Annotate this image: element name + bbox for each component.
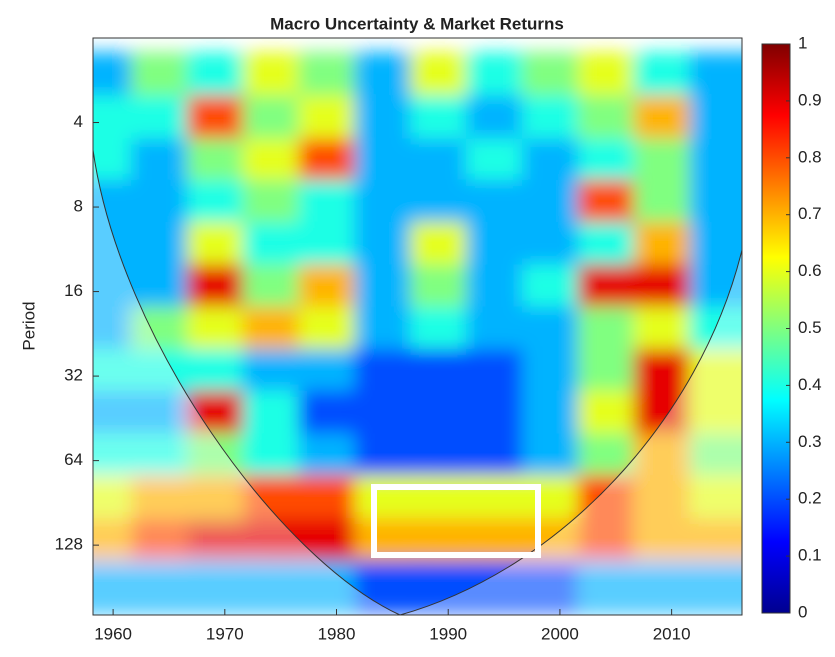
x-tick-label: 1970 [206,624,244,643]
x-tick-label: 1980 [318,624,356,643]
colorbar-tick-label: 1 [798,33,807,52]
y-tick-label: 8 [74,197,83,216]
colorbar-tick-label: 0.8 [798,147,822,166]
colorbar [761,43,791,614]
colorbar-tick-label: 0.2 [798,489,822,508]
heatmap [93,51,742,615]
colorbar-tick-label: 0.6 [798,261,822,280]
cone-of-influence [93,38,742,615]
x-tick-label: 2010 [653,624,691,643]
colorbar-tick-label: 0.4 [798,375,822,394]
y-tick-label: 128 [55,535,83,554]
y-tick-label: 32 [64,366,83,385]
chart-title: Macro Uncertainty & Market Returns [270,14,564,33]
y-tick-label: 16 [64,281,83,300]
colorbar-tick-label: 0.7 [798,204,822,223]
y-tick-label: 4 [74,112,83,131]
x-tick-label: 1960 [94,624,132,643]
y-axis-label: Period [19,301,38,350]
y-tick-label: 64 [64,450,83,469]
highlight-box [371,484,541,558]
heat-cell [689,560,742,615]
colorbar-tick-label: 0.1 [798,546,822,565]
colorbar-tick-label: 0.9 [798,90,822,109]
colorbar-tick-label: 0 [798,602,807,621]
colorbar-tick-label: 0.3 [798,432,822,451]
x-tick-label: 2000 [541,624,579,643]
colorbar-tick-label: 0.5 [798,318,822,337]
heatmap-cells [93,51,742,615]
plot-frame [92,37,743,616]
x-tick-label: 1990 [429,624,467,643]
